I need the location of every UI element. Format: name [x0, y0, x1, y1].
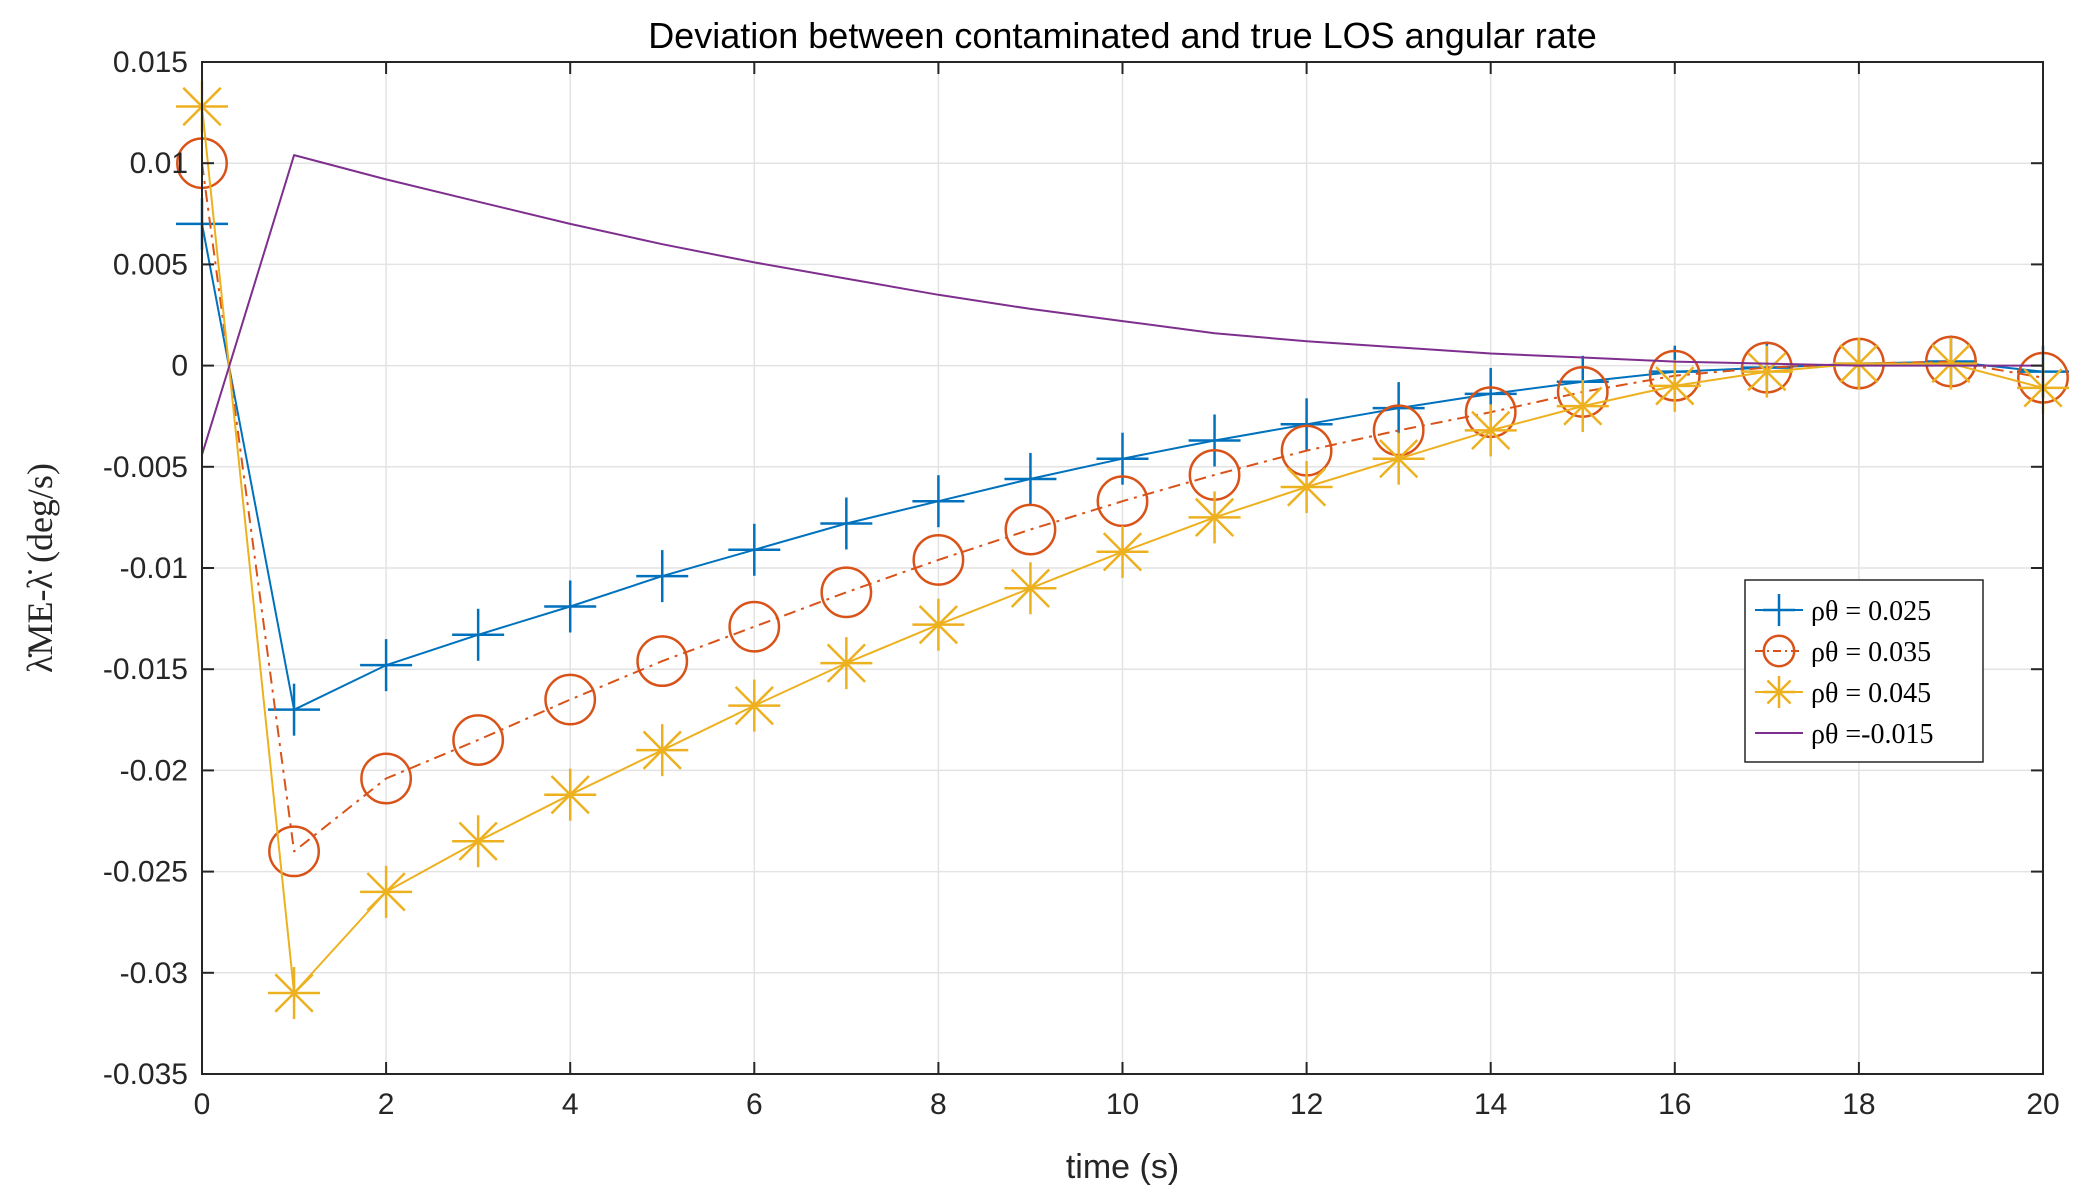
series-layer [176, 80, 2069, 1020]
x-tick-label: 12 [1290, 1088, 1323, 1121]
series-2 [176, 137, 2069, 878]
data-point [1464, 404, 1517, 457]
data-point [268, 683, 321, 736]
y-tick-label: -0.005 [103, 451, 188, 484]
legend-marker [1763, 594, 1795, 626]
data-point [544, 673, 597, 726]
y-tick-label: -0.02 [120, 754, 188, 787]
data-point [268, 825, 320, 878]
data-point [728, 679, 781, 732]
y-tick-label: 0.01 [130, 147, 188, 180]
legend-item-4: ρθ =-0.015 [1755, 719, 1934, 750]
data-point [544, 768, 597, 821]
legend-item-1: ρθ = 0.025 [1755, 594, 1931, 627]
data-point [1740, 345, 1793, 398]
legend-label: ρθ =-0.015 [1811, 719, 1934, 750]
series-3 [176, 80, 2069, 1020]
data-point [912, 598, 965, 651]
data-point [360, 752, 413, 805]
data-point [1372, 432, 1425, 485]
legend-marker [1763, 676, 1795, 708]
data-point [1004, 503, 1057, 556]
x-tick-label: 18 [1842, 1088, 1875, 1121]
data-point [268, 967, 321, 1020]
legend-label: ρθ = 0.035 [1811, 637, 1931, 668]
data-point [728, 523, 781, 576]
data-point [360, 865, 413, 918]
data-point [1004, 562, 1057, 615]
ticks: 0 2 4 6 8 10 12 14 16 18 20 0.015 0.01 0.005 0 -0.005 -0… [103, 46, 2060, 1121]
data-point [452, 608, 505, 661]
data-point [452, 815, 505, 868]
y-tick-label: -0.03 [120, 957, 188, 990]
series-line [201, 154, 2043, 455]
legend-item-2: ρθ = 0.035 [1755, 634, 1931, 668]
data-point [1188, 491, 1241, 544]
y-tick-label: -0.015 [103, 653, 188, 686]
y-tick-label: -0.035 [103, 1058, 188, 1091]
data-point [820, 566, 873, 619]
x-tick-label: 14 [1474, 1088, 1507, 1121]
series-4 [201, 154, 2043, 455]
chart-title: Deviation between contaminated and true … [648, 15, 1597, 56]
data-point [728, 600, 781, 653]
legend-label: ρθ = 0.045 [1811, 678, 1931, 709]
legend: ρθ = 0.025 ρθ = 0.035 ρθ = 0.045 ρθ =-0.015 [1744, 579, 1984, 763]
y-tick-label: -0.025 [103, 856, 188, 889]
series-1 [176, 197, 2069, 736]
data-point [636, 550, 689, 603]
x-tick-label: 8 [930, 1088, 947, 1121]
y-tick-label: 0 [171, 350, 188, 383]
data-point [1280, 461, 1333, 514]
data-point [1924, 337, 1977, 390]
x-tick-label: 6 [746, 1088, 763, 1121]
x-axis-title: time (s) [1066, 1148, 1179, 1186]
data-point [912, 475, 965, 528]
y-axis-title: λ̇ME-λ̇ (deg/s) [20, 463, 60, 673]
legend-label: ρθ = 0.025 [1811, 596, 1931, 627]
x-tick-label: 10 [1106, 1088, 1139, 1121]
x-tick-label: 2 [378, 1088, 395, 1121]
data-point [1832, 337, 1885, 390]
x-tick-label: 20 [2026, 1088, 2059, 1121]
data-point [452, 714, 505, 766]
x-tick-label: 0 [194, 1088, 211, 1121]
data-point [1372, 382, 1425, 435]
data-point [636, 724, 689, 777]
data-point [544, 580, 597, 633]
legend-item-3: ρθ = 0.045 [1755, 676, 1931, 709]
y-tick-label: 0.005 [113, 248, 188, 281]
data-point [360, 639, 413, 692]
data-point [820, 637, 873, 690]
data-point [1004, 452, 1057, 505]
data-point [1648, 359, 1701, 412]
series-line [201, 163, 2044, 853]
legend-marker [1762, 634, 1796, 668]
y-tick-label: -0.01 [120, 552, 188, 585]
y-tick-label: 0.015 [113, 46, 188, 79]
data-point [1188, 414, 1241, 467]
data-point [1280, 398, 1333, 451]
data-point [1556, 380, 1609, 433]
data-point [912, 533, 965, 586]
x-tick-label: 4 [562, 1088, 579, 1121]
data-point [1096, 525, 1149, 578]
data-point [820, 497, 873, 550]
data-point [636, 635, 689, 688]
x-tick-label: 16 [1658, 1088, 1691, 1121]
